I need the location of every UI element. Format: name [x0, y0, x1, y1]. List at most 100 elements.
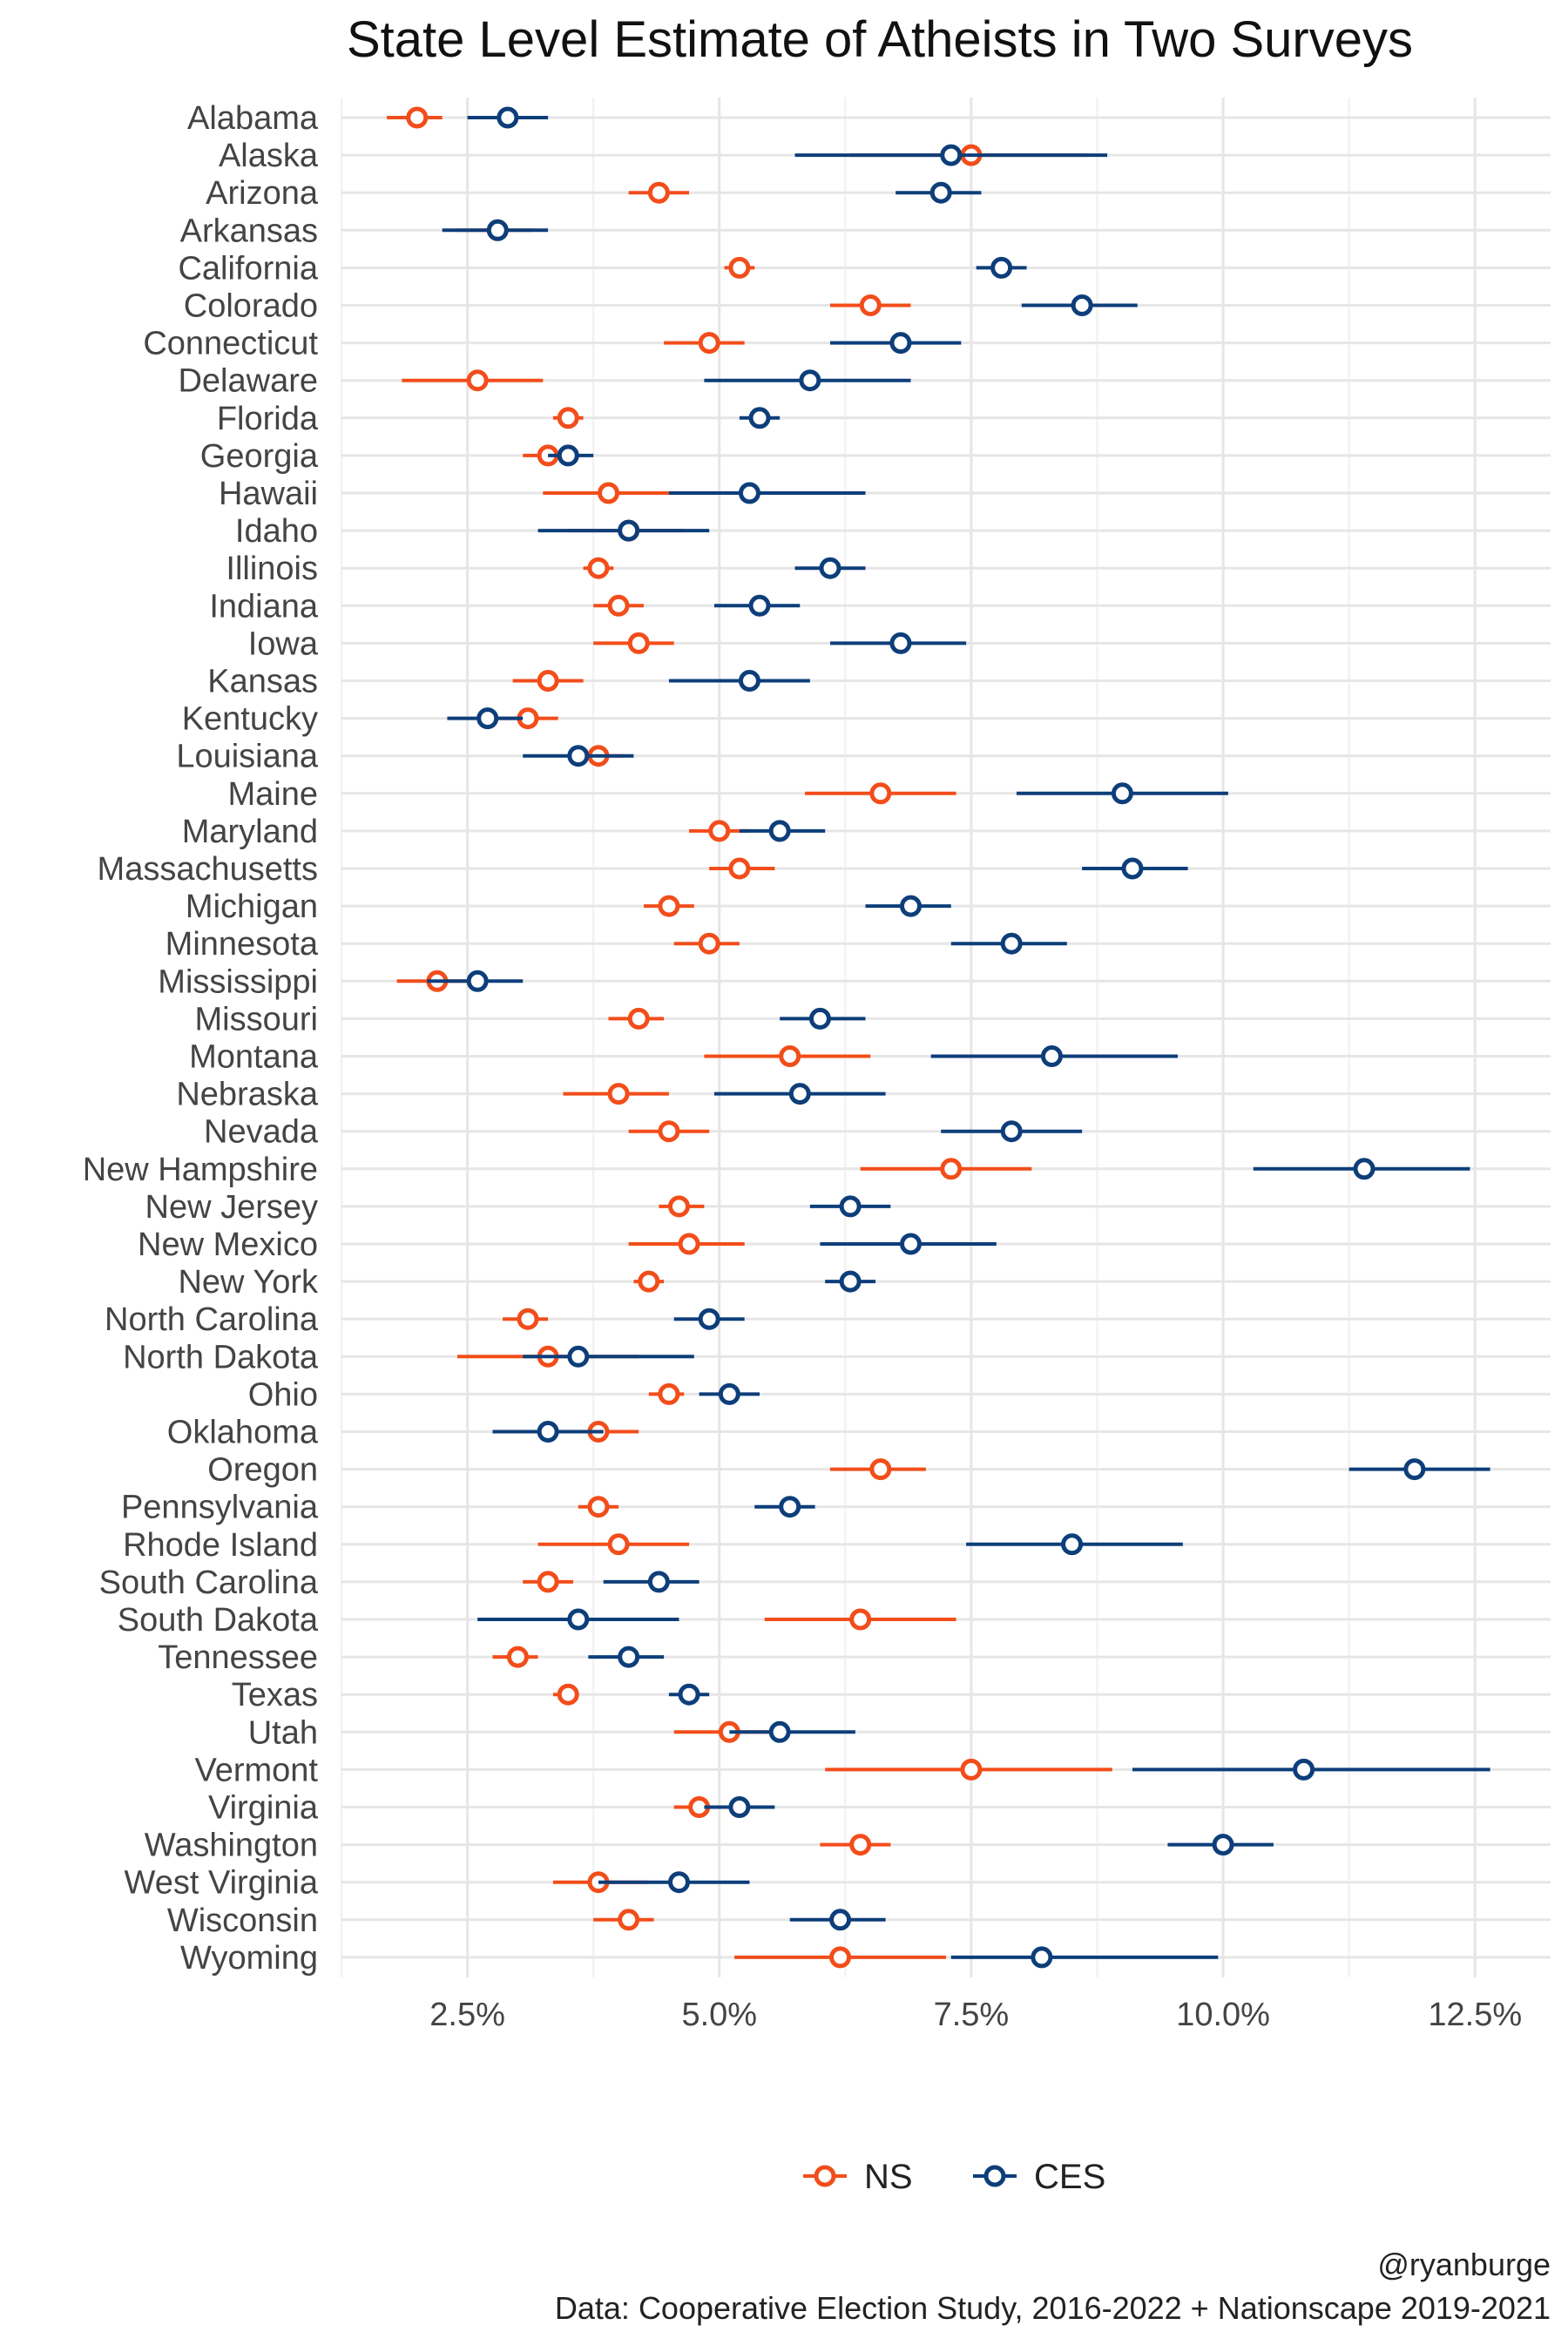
data-point — [1071, 294, 1093, 316]
data-point — [990, 256, 1013, 279]
data-point — [506, 1646, 529, 1668]
category-label: Ohio — [248, 1376, 318, 1413]
category-label: Delaware — [178, 363, 318, 400]
data-point — [738, 482, 760, 504]
data-point — [698, 332, 720, 355]
data-point — [517, 1308, 539, 1330]
data-point — [607, 1083, 630, 1105]
category-label: Vermont — [194, 1752, 318, 1788]
data-point — [557, 407, 579, 429]
data-point — [869, 782, 892, 805]
data-point — [839, 1270, 862, 1293]
category-label: New Mexico — [138, 1227, 318, 1263]
data-point — [658, 1382, 680, 1405]
data-point — [618, 1646, 640, 1668]
data-point — [819, 557, 841, 579]
data-point — [618, 519, 640, 542]
category-label: Wisconsin — [167, 1903, 318, 1939]
x-tick-label: 2.5% — [429, 1997, 505, 2033]
category-label: Michigan — [186, 889, 318, 925]
category-label: Montana — [189, 1039, 319, 1076]
data-point — [647, 181, 670, 204]
data-point — [748, 594, 771, 617]
category-label: Maine — [228, 776, 319, 813]
data-point — [940, 144, 963, 166]
data-point — [587, 557, 610, 579]
data-point — [1000, 1120, 1023, 1143]
data-point — [698, 932, 720, 955]
data-point — [799, 369, 821, 392]
caption-line: Data: Cooperative Election Study, 2016-2… — [555, 2290, 1551, 2326]
data-point — [940, 1158, 963, 1180]
data-point — [808, 1007, 831, 1030]
category-label: Nebraska — [176, 1077, 318, 1113]
category-label: New Jersey — [145, 1189, 319, 1226]
data-point — [929, 181, 952, 204]
data-point — [728, 1796, 751, 1818]
data-point — [678, 1683, 700, 1706]
data-point — [667, 1871, 690, 1894]
data-point — [728, 857, 751, 880]
category-label: South Carolina — [99, 1565, 319, 1601]
category-label: New York — [178, 1264, 319, 1301]
category-label: New Hampshire — [83, 1152, 318, 1188]
category-label: Illinois — [226, 551, 318, 587]
data-point — [476, 707, 499, 730]
data-point — [1403, 1458, 1426, 1481]
category-label: Virginia — [208, 1790, 319, 1827]
data-marks — [387, 106, 1490, 1969]
legend-marker — [814, 2165, 836, 2187]
data-point — [567, 1608, 590, 1631]
category-label: Connecticut — [143, 326, 318, 362]
data-point — [1353, 1158, 1375, 1180]
category-label: Indiana — [209, 588, 319, 625]
x-tick-label: 5.0% — [681, 1997, 757, 2033]
data-point — [466, 369, 489, 392]
series-ns — [387, 106, 1112, 1969]
data-point — [768, 820, 791, 842]
legend: NS CES — [803, 2158, 1105, 2196]
data-point — [960, 1758, 983, 1781]
series-ces — [427, 106, 1490, 1969]
category-label: North Dakota — [123, 1339, 319, 1375]
data-point — [788, 1083, 811, 1105]
data-point — [486, 219, 509, 241]
data-point — [667, 1195, 690, 1218]
data-point — [638, 1270, 660, 1293]
x-tick-label: 12.5% — [1428, 1997, 1522, 2033]
data-point — [567, 1345, 590, 1368]
data-point — [537, 1571, 559, 1593]
category-label: Utah — [248, 1714, 318, 1751]
category-label: West Virginia — [125, 1865, 319, 1902]
data-point — [1111, 782, 1133, 805]
data-point — [779, 1045, 801, 1067]
data-point — [567, 745, 590, 767]
data-point — [466, 970, 489, 992]
category-label: Massachusetts — [98, 851, 318, 888]
category-label: Maryland — [182, 814, 318, 850]
data-point — [537, 1421, 559, 1443]
chart-title: State Level Estimate of Atheists in Two … — [347, 11, 1413, 68]
caption-line: @ryanburge — [1377, 2247, 1551, 2282]
data-point — [607, 1533, 630, 1556]
category-label: California — [178, 250, 318, 287]
legend-label: CES — [1034, 2158, 1105, 2196]
data-point — [647, 1571, 670, 1593]
category-label: Hawaii — [219, 476, 318, 512]
legend-item-ces: CES — [973, 2158, 1105, 2196]
data-point — [829, 1946, 852, 1969]
data-point — [607, 594, 630, 617]
category-label: Florida — [217, 401, 319, 437]
caption: @ryanburge Data: Cooperative Election Stu… — [555, 2247, 1551, 2326]
data-point — [849, 1834, 872, 1856]
category-label: Iowa — [248, 625, 319, 662]
category-label: Kentucky — [182, 701, 318, 738]
category-label: Mississippi — [158, 963, 318, 1000]
data-point — [557, 444, 579, 467]
data-point — [627, 1007, 650, 1030]
data-point — [718, 1382, 740, 1405]
x-tick-label: 10.0% — [1176, 1997, 1270, 2033]
category-label: Rhode Island — [123, 1527, 318, 1564]
category-label: Kansas — [207, 664, 318, 700]
